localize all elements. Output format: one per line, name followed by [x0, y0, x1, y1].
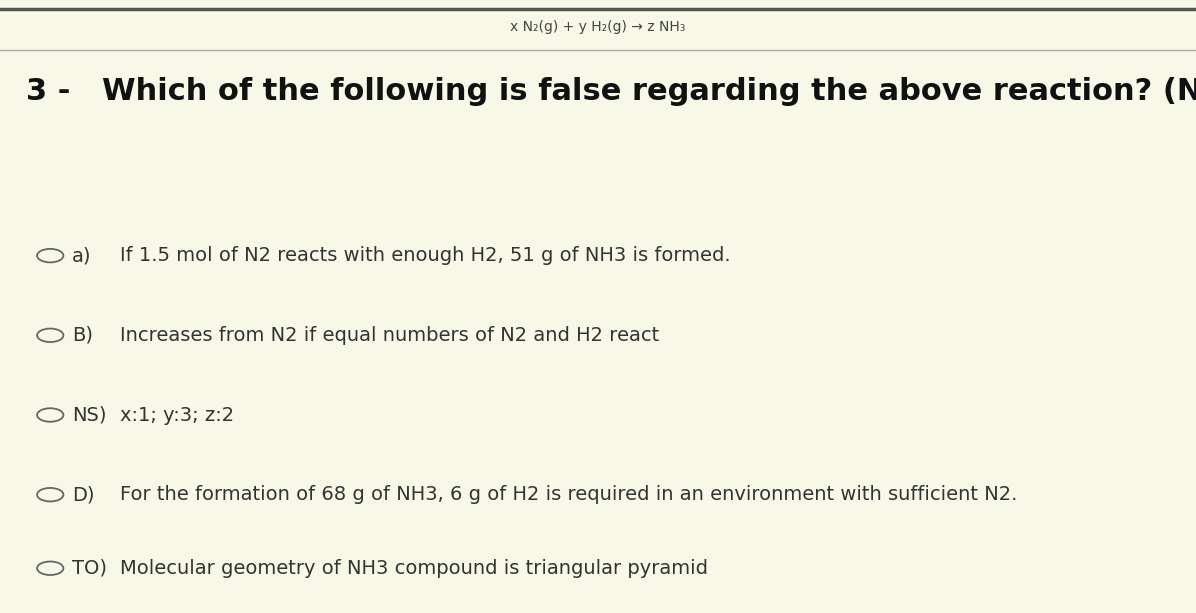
Text: NS): NS): [72, 406, 106, 424]
Text: a): a): [72, 246, 91, 265]
Text: x N₂(g) + y H₂(g) → z NH₃: x N₂(g) + y H₂(g) → z NH₃: [511, 20, 685, 34]
Text: If 1.5 mol of N2 reacts with enough H2, 51 g of NH3 is formed.: If 1.5 mol of N2 reacts with enough H2, …: [120, 246, 731, 265]
Text: TO): TO): [72, 559, 106, 577]
Text: Which of the following is false regarding the above reaction? (N:14g/mol, H: 1g/: Which of the following is false regardin…: [102, 77, 1196, 105]
Text: B): B): [72, 326, 93, 345]
Text: For the formation of 68 g of NH3, 6 g of H2 is required in an environment with s: For the formation of 68 g of NH3, 6 g of…: [120, 485, 1017, 504]
Text: Molecular geometry of NH3 compound is triangular pyramid: Molecular geometry of NH3 compound is tr…: [120, 559, 708, 577]
Text: D): D): [72, 485, 94, 504]
Text: 3 -: 3 -: [26, 77, 71, 105]
Text: x:1; y:3; z:2: x:1; y:3; z:2: [120, 406, 233, 424]
Text: Increases from N2 if equal numbers of N2 and H2 react: Increases from N2 if equal numbers of N2…: [120, 326, 659, 345]
